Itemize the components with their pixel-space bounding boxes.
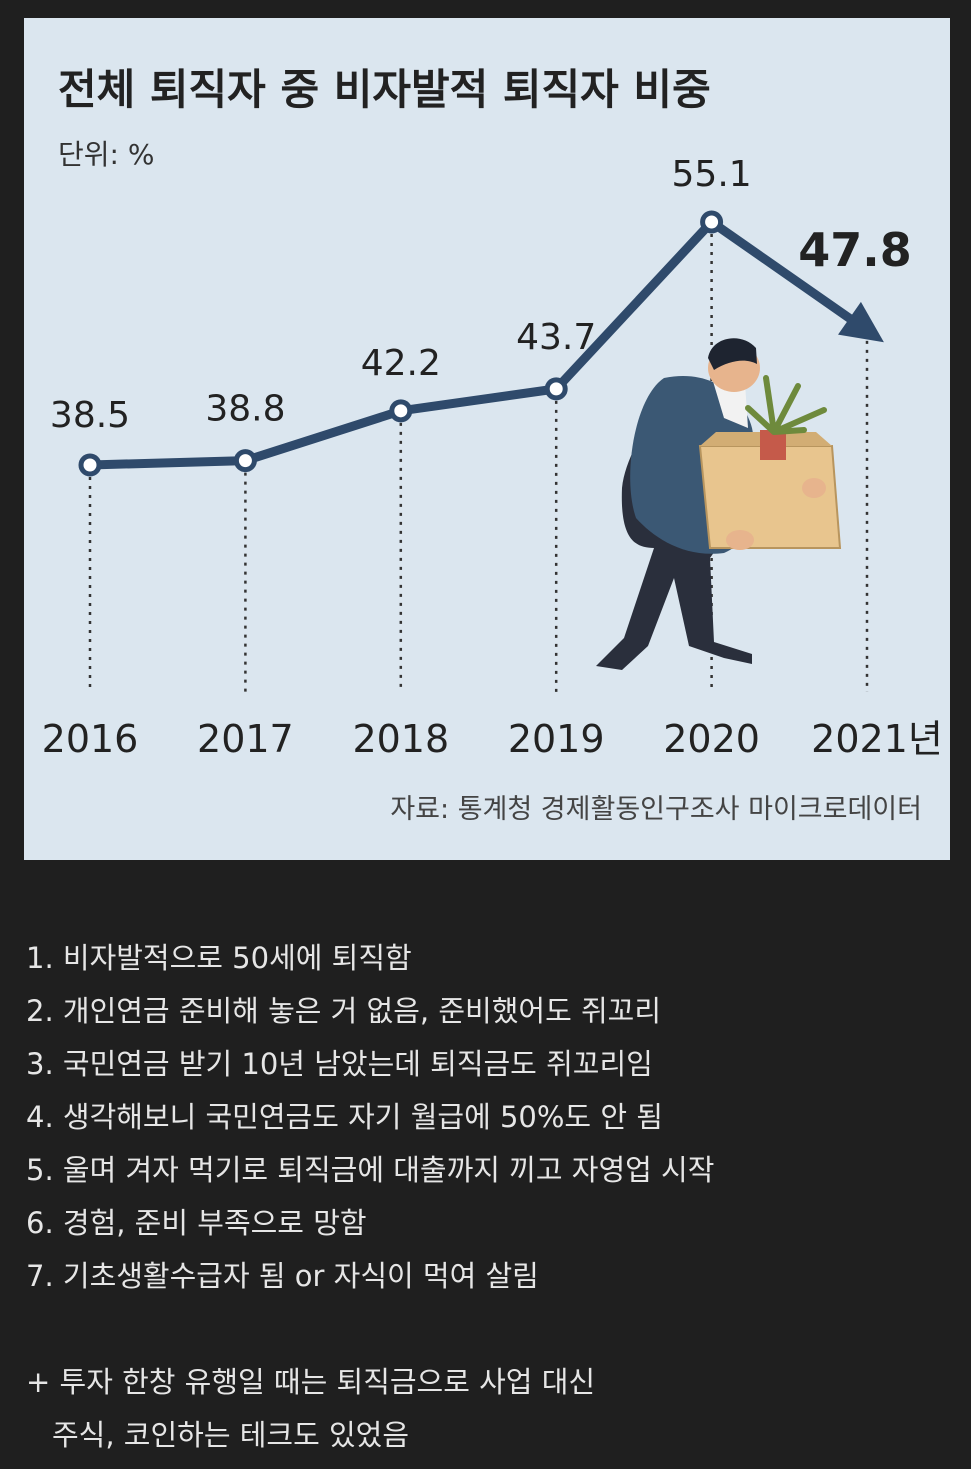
chart-card: 전체 퇴직자 중 비자발적 퇴직자 비중 단위: % 38.5 38.8 42.2 4… — [24, 18, 950, 860]
line-chart: 전체 퇴직자 중 비자발적 퇴직자 비중 단위: % 38.5 38.8 42.2 4… — [42, 65, 943, 825]
extra-note-line1: + 투자 한창 유행일 때는 퇴직금으로 사업 대신 — [26, 1365, 596, 1399]
data-point — [78, 453, 102, 477]
note-7: 7. 기초생활수급자 됨 or 자식이 먹여 살림 — [26, 1259, 539, 1293]
x-tick-label: 2016 — [42, 717, 139, 761]
unit-label: 단위: % — [58, 138, 154, 171]
data-point — [233, 449, 257, 473]
chart-title: 전체 퇴직자 중 비자발적 퇴직자 비중 — [58, 65, 711, 114]
x-tick-label: 2017 — [197, 717, 294, 761]
value-label: 38.8 — [205, 389, 285, 430]
series-line — [85, 217, 859, 470]
x-tick-label: 2018 — [352, 717, 449, 761]
value-label: 38.5 — [50, 395, 130, 436]
note-3: 3. 국민연금 받기 10년 남았는데 퇴직금도 쥐꼬리임 — [26, 1047, 653, 1081]
data-point — [389, 399, 413, 423]
note-1: 1. 비자발적으로 50세에 퇴직함 — [26, 941, 412, 975]
value-label: 55.1 — [672, 154, 752, 195]
note-2: 2. 개인연금 준비해 놓은 거 없음, 준비했어도 쥐꼬리 — [26, 994, 662, 1028]
x-tick-label: 2021년 — [811, 717, 943, 761]
x-tick-label: 2019 — [508, 717, 605, 761]
x-tick-label: 2020 — [663, 717, 760, 761]
data-point — [700, 210, 724, 234]
value-label: 43.7 — [516, 317, 596, 358]
note-4: 4. 생각해보니 국민연금도 자기 월급에 50%도 안 됨 — [26, 1100, 663, 1134]
value-label: 42.2 — [361, 343, 441, 384]
note-5: 5. 울며 겨자 먹기로 퇴직금에 대출까지 끼고 자영업 시작 — [26, 1153, 715, 1187]
commentary: 1. 비자발적으로 50세에 퇴직함 2. 개인연금 준비해 놓은 거 없음, … — [26, 932, 946, 1462]
office-worker-illustration — [596, 338, 842, 670]
data-point — [544, 377, 568, 401]
trend-arrowhead — [838, 301, 884, 343]
note-6: 6. 경험, 준비 부족으로 망함 — [26, 1206, 367, 1240]
value-label: 47.8 — [798, 223, 912, 277]
spacer — [26, 1303, 946, 1356]
extra-note-line2: 주식, 코인하는 테크도 있었음 — [52, 1418, 410, 1452]
source-note: 자료: 통계청 경제활동인구조사 마이크로데이터 — [390, 794, 922, 825]
